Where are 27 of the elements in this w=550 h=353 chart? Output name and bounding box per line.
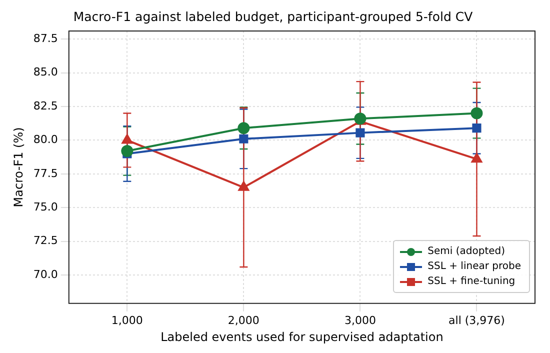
x-tick-label: 2,000 [228, 314, 260, 327]
y-tick-label: 85.0 [33, 66, 58, 79]
y-tick-label: 77.5 [33, 166, 58, 180]
y-tick-label: 87.5 [33, 32, 58, 45]
chart-title: Macro-F1 against labeled budget, participant-grouped 5-fold CV [73, 8, 474, 24]
x-axis-title: Labeled events used for supervised adaptation [160, 330, 444, 344]
legend-label: SSL + fine-tuning [428, 276, 516, 287]
point [238, 181, 250, 191]
x-tick-label: all (3,976) [448, 314, 505, 327]
point [471, 153, 482, 163]
y-tick-label: 70.0 [33, 268, 58, 281]
point [238, 122, 250, 134]
y-tick-label: 82.5 [33, 99, 58, 112]
point [472, 124, 482, 133]
point [470, 107, 483, 120]
point [121, 145, 134, 158]
point [122, 134, 132, 144]
y-tick-label: 72.5 [33, 234, 58, 248]
y-tick-label: 80.0 [33, 133, 58, 146]
x-tick-label: 1,000 [111, 314, 143, 327]
point [239, 134, 248, 144]
legend-label: SSL + linear probe [428, 261, 521, 272]
y-axis-title: Macro-F1 (%) [11, 127, 26, 208]
y-tick-label: 75.0 [33, 200, 58, 214]
point [356, 128, 365, 138]
x-tick-label: 3,000 [344, 314, 376, 327]
legend-label: Semi (adopted) [428, 246, 506, 257]
